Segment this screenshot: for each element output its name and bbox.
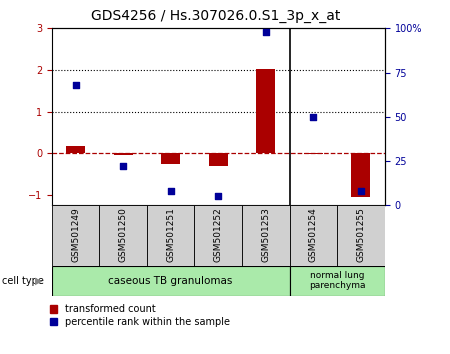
Point (310, 114, 317, 120)
Bar (242, 205, 290, 266)
Bar (304, 153, 323, 154)
Legend: transformed count, percentile rank within the sample: transformed count, percentile rank withi… (48, 302, 232, 329)
Bar (351, 153, 370, 197)
Text: GSM501253: GSM501253 (261, 207, 270, 262)
Point (262, 29, 270, 35)
Bar (52, 266, 290, 296)
Bar (256, 69, 275, 153)
Bar (99, 205, 147, 266)
Text: cell type: cell type (2, 275, 44, 286)
Bar (290, 266, 385, 296)
Point (215, 194, 222, 199)
Bar (52, 205, 99, 266)
Text: GSM501251: GSM501251 (166, 207, 175, 262)
Bar (290, 205, 337, 266)
Text: normal lung
parenchyma: normal lung parenchyma (309, 271, 365, 290)
Bar (161, 153, 180, 164)
Point (167, 188, 174, 194)
Bar (147, 205, 194, 266)
Point (357, 188, 364, 194)
Text: GDS4256 / Hs.307026.0.S1_3p_x_at: GDS4256 / Hs.307026.0.S1_3p_x_at (91, 9, 341, 23)
Bar (209, 153, 228, 166)
Text: GSM501250: GSM501250 (119, 207, 128, 262)
Text: GSM501255: GSM501255 (356, 207, 365, 262)
Text: GSM501249: GSM501249 (71, 207, 80, 262)
Bar (113, 153, 133, 154)
Bar (194, 205, 242, 266)
Text: caseous TB granulomas: caseous TB granulomas (108, 275, 233, 286)
Bar (66, 146, 85, 153)
Text: GSM501252: GSM501252 (214, 207, 223, 262)
Text: ▶: ▶ (35, 275, 42, 286)
Point (72, 82, 79, 88)
Point (120, 164, 127, 169)
Bar (337, 205, 385, 266)
Text: GSM501254: GSM501254 (309, 207, 318, 262)
